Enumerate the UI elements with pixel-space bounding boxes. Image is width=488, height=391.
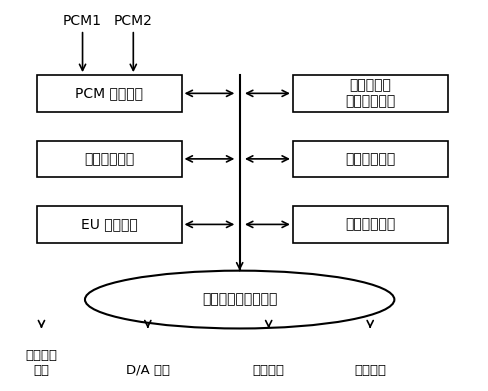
Text: 工程单位
数据: 工程单位 数据	[25, 349, 57, 377]
Text: PCM1: PCM1	[63, 14, 102, 28]
Text: PCM 采集模块: PCM 采集模块	[75, 86, 143, 100]
Text: 数据存储模块: 数据存储模块	[345, 217, 394, 231]
Text: 报警处理模块: 报警处理模块	[345, 152, 394, 166]
Text: 系统设置: 系统设置	[353, 364, 386, 377]
FancyBboxPatch shape	[37, 206, 181, 243]
FancyBboxPatch shape	[292, 141, 447, 177]
FancyBboxPatch shape	[37, 141, 181, 177]
Text: 数据合并与
导出计算模块: 数据合并与 导出计算模块	[345, 78, 394, 108]
Text: PCM2: PCM2	[114, 14, 152, 28]
Text: 网络通信与数据分配: 网络通信与数据分配	[202, 292, 277, 307]
Text: 原始数据: 原始数据	[252, 364, 284, 377]
Ellipse shape	[85, 271, 393, 328]
FancyBboxPatch shape	[37, 75, 181, 112]
Text: EU 转换模块: EU 转换模块	[81, 217, 137, 231]
FancyBboxPatch shape	[292, 75, 447, 112]
FancyBboxPatch shape	[292, 206, 447, 243]
Text: D/A 输出: D/A 输出	[125, 364, 169, 377]
Text: 参数提取模块: 参数提取模块	[84, 152, 134, 166]
